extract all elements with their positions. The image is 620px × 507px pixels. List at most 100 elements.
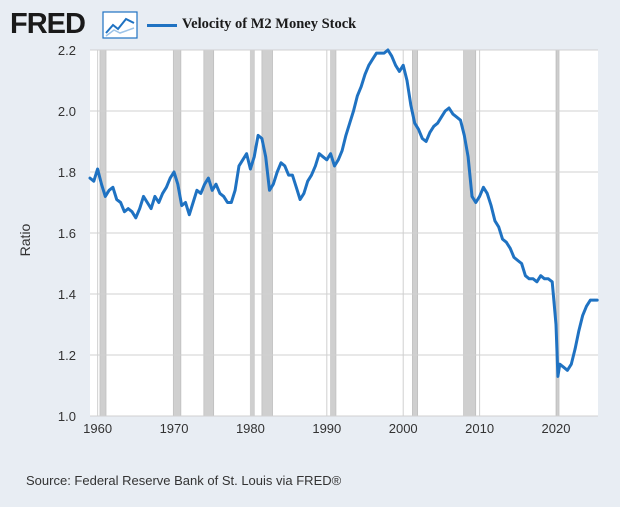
data-point [214,183,218,186]
data-point [375,51,378,55]
data-point [302,192,306,195]
data-point [88,176,92,180]
source-note: Source: Federal Reserve Bank of St. Loui… [26,473,342,488]
data-point [146,201,149,204]
data-point [405,79,409,82]
y-tick-label: 1.0 [58,409,76,424]
x-tick-label: 2010 [465,421,494,436]
data-point [119,201,122,204]
data-point [550,280,554,283]
data-point [535,280,539,283]
data-point [520,262,523,265]
data-point [489,204,493,207]
x-tick-label: 2020 [542,421,571,436]
data-point [230,201,233,204]
data-point [165,186,168,189]
data-point [394,64,397,67]
data-point [149,207,153,210]
data-point [474,201,477,204]
data-point [253,155,256,158]
legend-label: Velocity of M2 Money Stock [182,16,357,32]
data-point [268,189,271,192]
data-point [138,207,141,210]
data-point [169,176,172,180]
data-point [386,48,390,52]
data-point [199,192,202,195]
data-point [444,109,447,113]
data-point [577,329,581,332]
data-point [432,125,435,128]
data-point [344,134,348,137]
data-point [497,225,500,229]
data-point [417,128,420,131]
data-point [421,137,424,140]
data-point [218,192,222,195]
data-point [96,167,99,171]
data-point [478,195,481,198]
data-point [459,118,462,122]
y-tick-label: 1.6 [58,226,76,241]
data-point [123,210,126,213]
data-point [428,131,432,134]
x-tick-label: 1980 [236,421,265,436]
data-point [188,213,191,216]
data-point [413,122,416,125]
data-point [570,362,573,366]
data-point [359,85,363,88]
data-point [348,122,351,125]
data-point [363,73,367,76]
series-layer [88,48,599,378]
data-point [283,164,286,168]
x-tick-labels: 1960 1970 1980 1990 2000 2010 2020 [83,421,570,436]
data-point [126,207,130,210]
data-point [539,274,542,277]
legend-swatch [147,24,177,27]
data-point [451,112,455,116]
data-point [287,173,290,177]
data-point [107,189,111,192]
data-point [104,195,107,198]
data-point [233,189,237,192]
data-point [211,189,214,192]
data-point [256,134,260,137]
x-tick-label: 1970 [160,421,189,436]
data-point [482,186,485,189]
data-point [325,158,329,161]
data-point [241,158,244,161]
data-point [195,189,199,192]
y-tick-label: 2.0 [58,104,76,119]
data-point [589,298,592,302]
data-point [203,183,206,186]
fred-line-graph-icon [102,11,138,39]
data-point [367,64,371,67]
data-point [585,305,588,308]
line-chart: Ratio 1.0 1.2 1.4 1.6 1.8 2.0 2.2 1960 1970 1980… [17,43,599,436]
data-point [176,183,180,186]
data-point [547,277,550,280]
data-point [528,277,531,280]
data-point [245,152,248,155]
y-tick-label: 1.8 [58,165,76,180]
fred-logo[interactable]: FRED [10,8,86,40]
data-point [390,54,393,58]
x-tick-label: 1990 [312,421,341,436]
data-point [501,237,504,241]
data-point [333,164,336,168]
data-point [100,183,103,186]
data-point [524,274,527,277]
y-tick-labels: 1.0 1.2 1.4 1.6 1.8 2.0 2.2 [58,43,76,424]
data-point [153,195,157,198]
data-point [447,106,451,110]
data-point [237,164,241,168]
data-point [207,176,210,180]
y-axis-label: Ratio [17,223,33,256]
data-point [379,51,382,55]
data-point [272,183,275,186]
data-point [337,158,340,161]
data-point [402,64,405,67]
data-point [516,259,519,262]
data-point [543,277,546,280]
data-point [398,70,401,73]
data-point [466,155,470,158]
data-point [157,201,160,204]
